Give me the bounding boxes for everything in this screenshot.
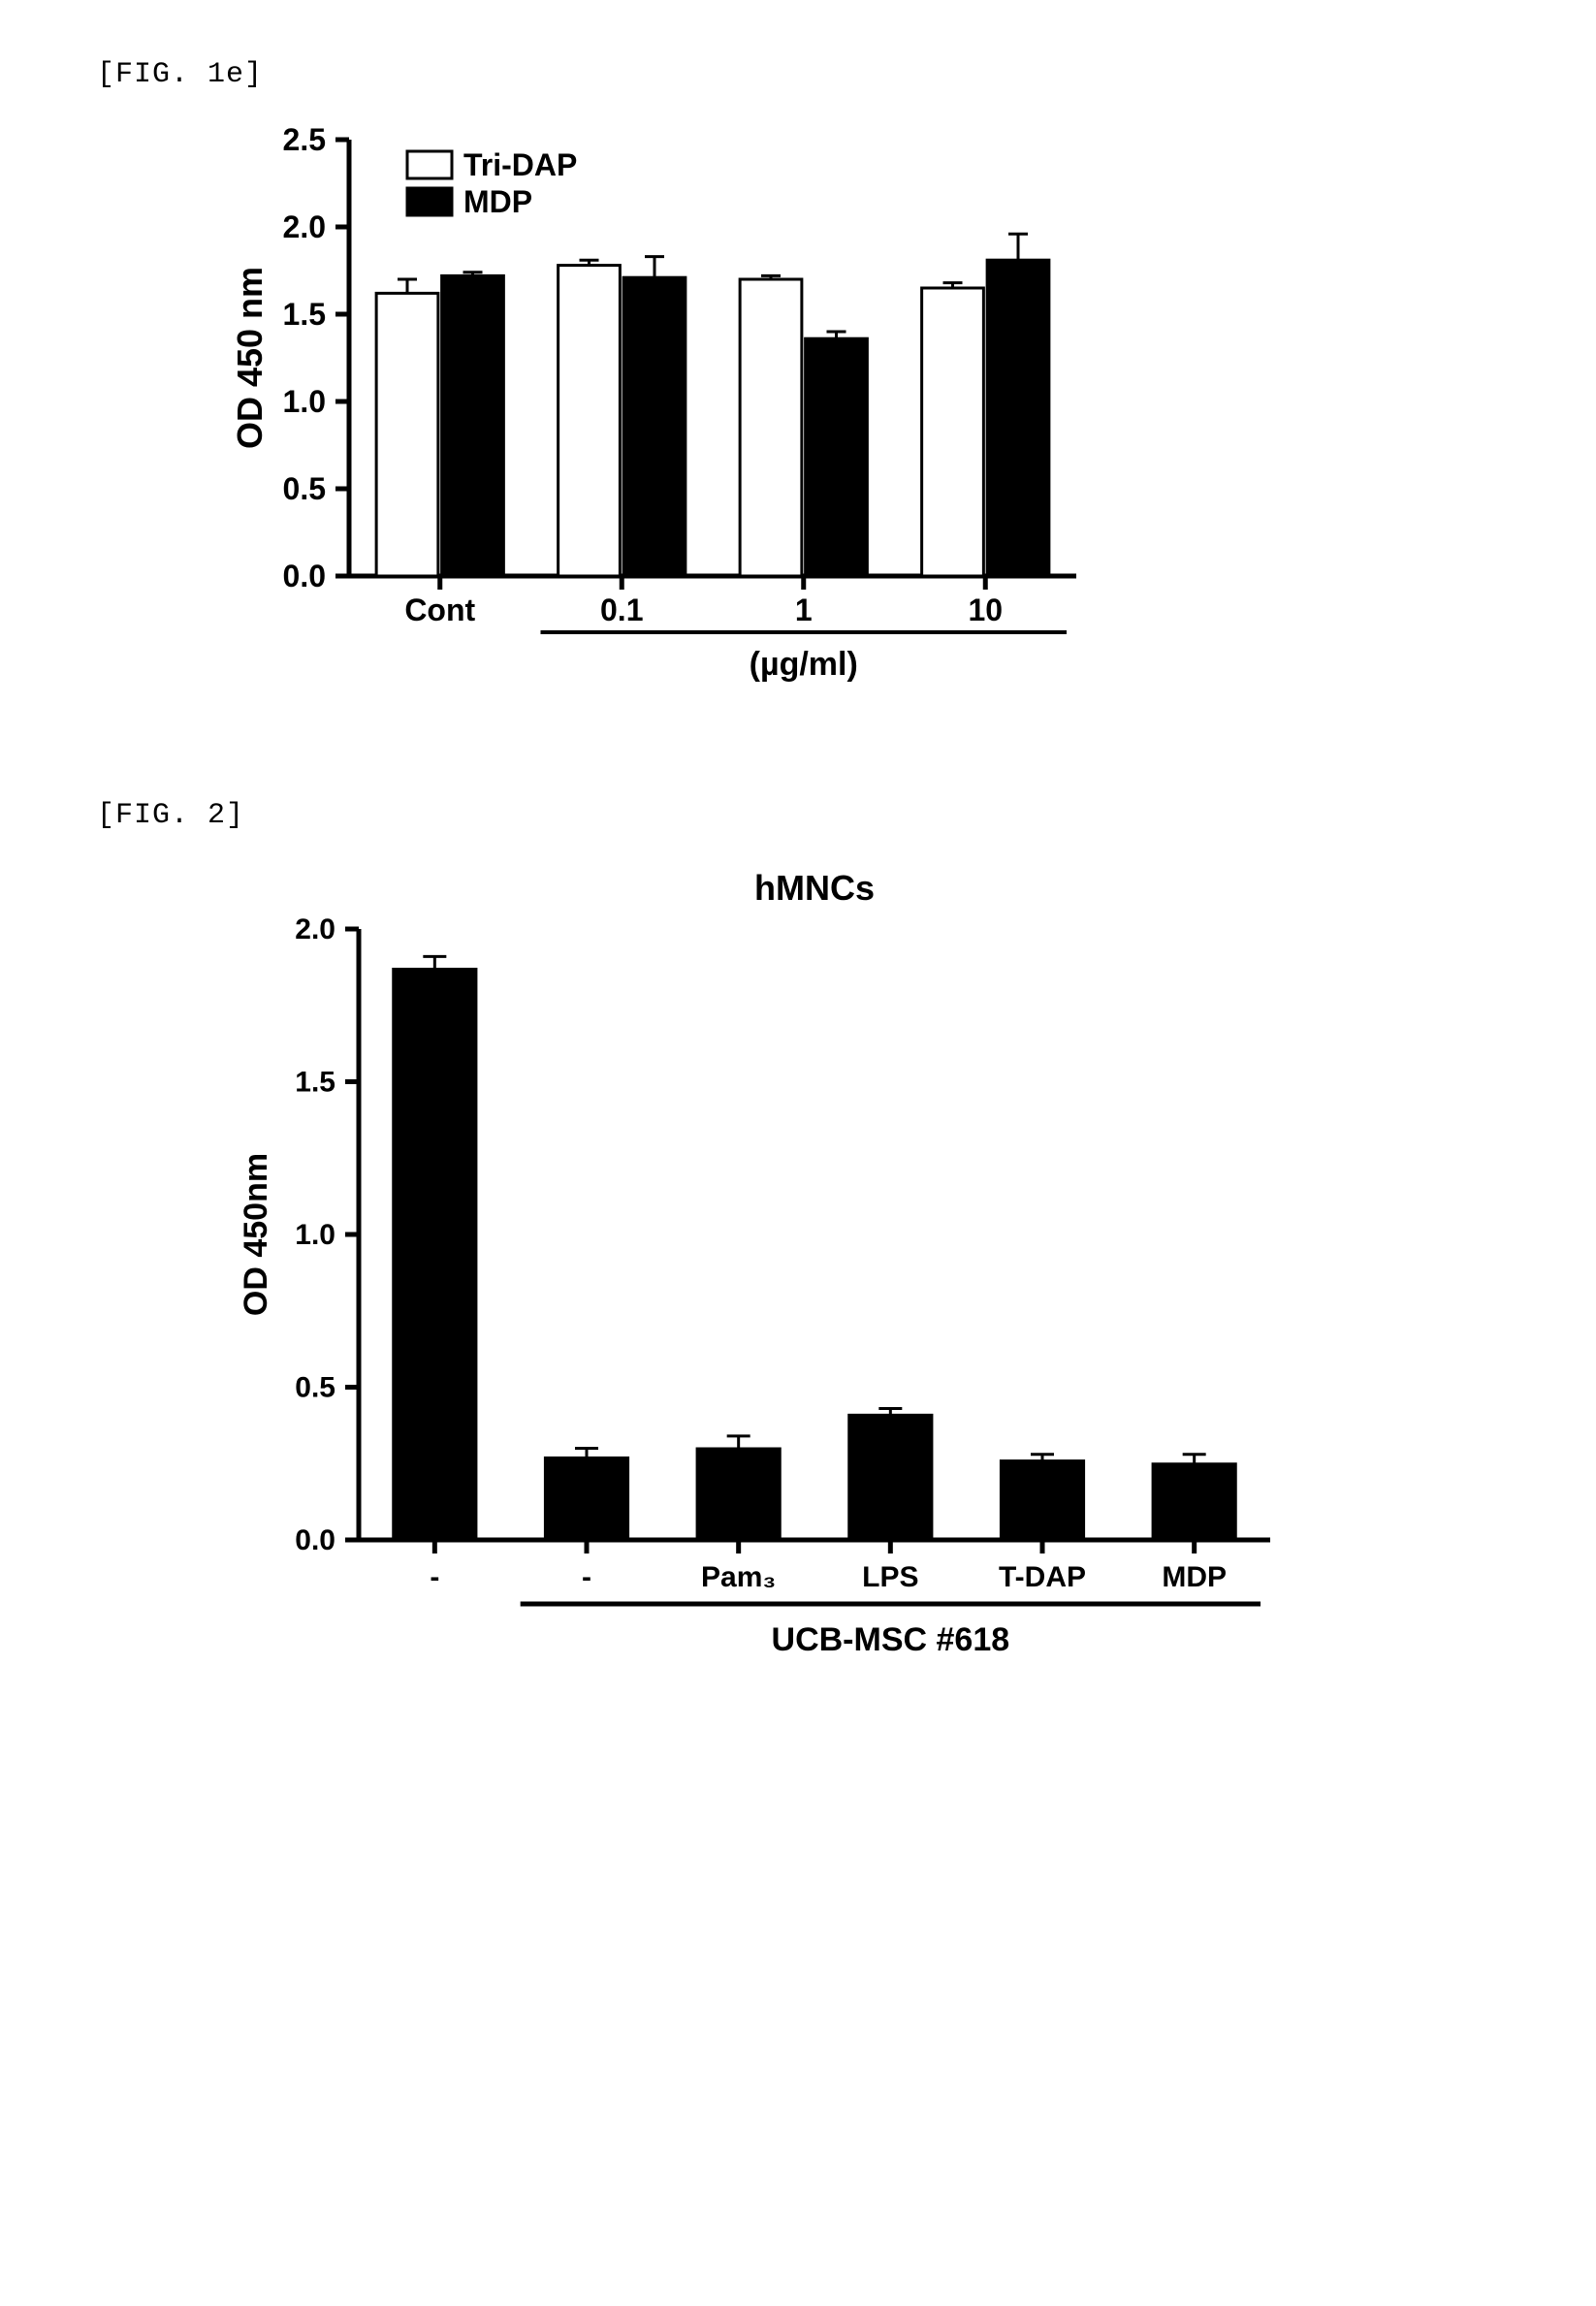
fig2-svg: hMNCs 0.0 0.5 1.0 1.5 2.0 OD 450nm - - Pam₃ LPS T-D… <box>233 861 1299 1734</box>
fig2-chart: hMNCs 0.0 0.5 1.0 1.5 2.0 OD 450nm - - Pam₃ LPS T-D… <box>233 861 1299 1734</box>
y-tick-label: 1.5 <box>295 1067 335 1099</box>
legend-label-mdp: MDP <box>463 184 532 219</box>
bar <box>697 1449 781 1541</box>
y-tick-label: 0.5 <box>283 471 326 506</box>
x-axis-label: (µg/ml) <box>750 646 858 683</box>
bar <box>1153 1463 1236 1540</box>
x-tick-label: - <box>582 1561 591 1593</box>
y-tick-label: 2.5 <box>283 122 326 157</box>
x-tick-label: 10 <box>968 593 1003 627</box>
bar <box>545 1457 628 1540</box>
bar-mdp <box>442 275 504 576</box>
y-axis-label: OD 450nm <box>238 1153 274 1316</box>
bar-mdp <box>987 260 1049 576</box>
x-tick-label: 0.1 <box>600 593 643 627</box>
x-tick-label: 1 <box>795 593 813 627</box>
y-tick-label: 0.0 <box>295 1524 335 1556</box>
y-tick-label: 0.0 <box>283 559 326 593</box>
x-tick-label: MDP <box>1162 1561 1227 1593</box>
bar <box>1001 1460 1084 1540</box>
y-tick-label: 2.0 <box>295 913 335 945</box>
x-group-label: UCB-MSC #618 <box>772 1621 1010 1658</box>
x-tick-label: - <box>430 1561 439 1593</box>
fig1e-chart: 0.0 0.5 1.0 1.5 2.0 2.5 OD 450 nm Cont 0.1 1 10 (µg… <box>233 120 1105 721</box>
x-tick-label: LPS <box>862 1561 918 1593</box>
bar <box>393 969 476 1540</box>
bar-tridap <box>376 293 438 576</box>
bar <box>848 1415 932 1540</box>
y-tick-label: 0.5 <box>295 1372 335 1404</box>
x-tick-label: T-DAP <box>999 1561 1086 1593</box>
bar-mdp <box>806 338 868 576</box>
y-tick-label: 2.0 <box>283 209 326 244</box>
legend-swatch-tridap <box>407 151 452 178</box>
x-tick-label: Pam₃ <box>701 1561 776 1593</box>
legend-swatch-mdp <box>407 188 452 215</box>
fig2-label: [FIG. 2] <box>97 799 1499 832</box>
y-axis-label: OD 450 nm <box>233 267 270 449</box>
y-tick-label: 1.5 <box>283 297 326 332</box>
bar-mdp <box>623 277 686 576</box>
bar-tridap <box>740 279 802 576</box>
x-tick-label: Cont <box>404 593 475 627</box>
fig1e-svg: 0.0 0.5 1.0 1.5 2.0 2.5 OD 450 nm Cont 0.1 1 10 (µg… <box>233 120 1105 721</box>
y-tick-label: 1.0 <box>295 1219 335 1251</box>
y-tick-label: 1.0 <box>283 384 326 419</box>
chart-title: hMNCs <box>754 868 875 908</box>
legend-label-tridap: Tri-DAP <box>463 147 577 182</box>
bar-tridap <box>559 266 621 576</box>
bar-tridap <box>922 288 984 576</box>
fig1e-label: [FIG. 1e] <box>97 58 1499 91</box>
